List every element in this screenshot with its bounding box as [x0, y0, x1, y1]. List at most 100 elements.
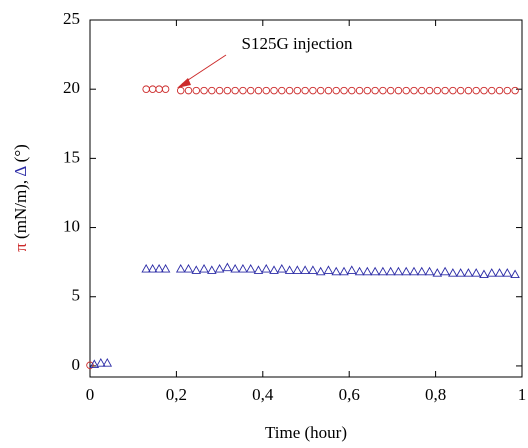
data-point	[199, 263, 209, 273]
data-point	[254, 86, 263, 95]
data-point	[161, 85, 170, 93]
y-tick-label: 5	[72, 286, 81, 305]
data-point	[449, 86, 457, 95]
data-point	[175, 263, 186, 273]
data-point	[223, 86, 232, 95]
data-point	[402, 86, 410, 95]
data-point	[222, 262, 233, 272]
data-point	[270, 86, 278, 95]
data-point	[231, 86, 239, 95]
data-point	[269, 265, 279, 274]
data-point	[261, 263, 272, 273]
data-point	[480, 86, 488, 95]
data-point	[160, 263, 171, 273]
data-point	[142, 85, 150, 93]
data-point	[230, 263, 240, 273]
data-point	[464, 86, 473, 95]
data-point	[324, 86, 333, 95]
y-tick-label: 0	[72, 355, 81, 374]
data-point	[96, 358, 106, 367]
data-point	[418, 86, 426, 95]
data-point	[277, 263, 287, 273]
data-point	[300, 265, 310, 274]
y-tick-label: 25	[63, 9, 80, 28]
data-point	[479, 269, 489, 279]
data-point	[486, 268, 497, 277]
data-point	[239, 86, 247, 95]
data-point	[308, 265, 318, 274]
data-point	[362, 266, 373, 276]
data-point	[379, 86, 387, 95]
data-point	[424, 266, 435, 276]
data-point	[176, 86, 185, 95]
data-point	[432, 268, 443, 277]
y-axis-label-part: π	[11, 243, 30, 252]
data-point	[86, 361, 94, 369]
data-point	[441, 86, 449, 95]
data-point	[409, 266, 419, 276]
y-axis-label-part: (mN/m),	[11, 177, 30, 244]
annotation-arrow	[181, 54, 227, 85]
data-point	[410, 86, 418, 95]
x-tick-label: 0,4	[252, 385, 274, 404]
data-point	[285, 86, 294, 95]
x-tick-label: 0,8	[425, 385, 446, 404]
x-axis-label: Time (hour)	[265, 423, 347, 442]
data-point	[309, 86, 317, 95]
data-point	[511, 86, 519, 95]
data-point	[471, 268, 481, 277]
data-point	[348, 86, 356, 95]
data-point	[347, 265, 357, 274]
data-point	[386, 86, 395, 95]
data-point	[355, 86, 364, 95]
data-point	[495, 86, 504, 95]
data-point	[340, 86, 348, 95]
data-point	[292, 265, 303, 274]
x-tick-label: 1	[518, 385, 527, 404]
data-point	[284, 265, 295, 274]
data-point	[456, 86, 465, 95]
data-point	[253, 265, 264, 274]
data-point	[488, 86, 496, 95]
data-point	[207, 265, 217, 274]
data-point	[155, 85, 163, 93]
data-point	[502, 268, 513, 277]
x-tick-label: 0,6	[339, 385, 360, 404]
data-point	[331, 266, 342, 276]
y-axis-label: π (mN/m), Δ (°)	[11, 144, 30, 252]
x-tick-label: 0	[86, 385, 95, 404]
data-point	[425, 86, 434, 95]
data-point	[363, 86, 372, 95]
data-point	[183, 263, 194, 273]
data-point	[293, 86, 302, 95]
data-point	[448, 268, 458, 277]
data-point	[440, 266, 450, 276]
data-point	[463, 268, 474, 277]
annotation-arrowhead	[177, 78, 191, 88]
data-point	[417, 266, 427, 276]
data-point	[371, 86, 379, 95]
data-point	[147, 263, 158, 273]
data-point	[208, 86, 216, 95]
data-point	[339, 266, 349, 276]
data-point	[433, 86, 442, 95]
data-point	[316, 86, 325, 95]
data-point	[401, 266, 411, 276]
data-point	[393, 266, 404, 276]
data-point	[238, 263, 248, 273]
data-point	[494, 268, 505, 277]
y-tick-label: 10	[63, 216, 80, 235]
y-tick-label: 20	[63, 78, 80, 97]
data-point	[510, 269, 520, 279]
data-point	[323, 265, 334, 274]
y-tick-label: 15	[63, 147, 80, 166]
y-axis-label-part: Δ	[11, 166, 30, 177]
data-point	[455, 268, 466, 277]
data-point	[148, 85, 157, 93]
data-point	[332, 86, 340, 95]
data-point	[354, 266, 365, 276]
data-point	[184, 86, 193, 95]
plot-frame	[89, 19, 523, 378]
data-point	[262, 86, 271, 95]
